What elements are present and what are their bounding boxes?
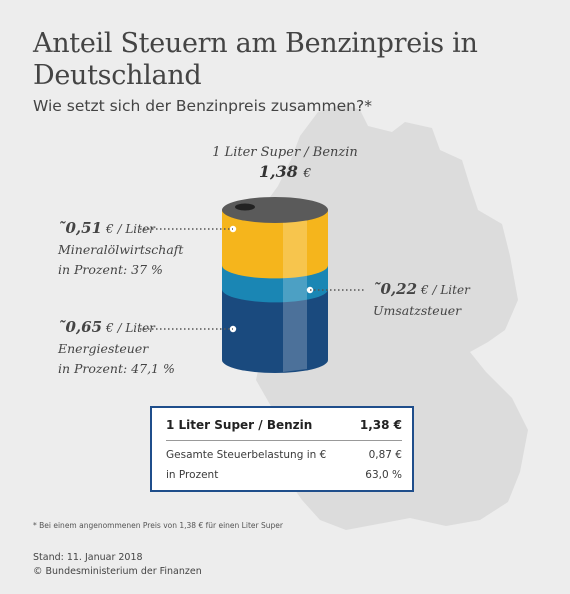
energie-name: Energiesteuer [58,341,149,356]
bar-segment-mineralölwirtschaft [222,210,328,279]
summary-row-label: in Prozent [166,469,219,481]
page-title: Anteil Steuern am Benzinpreis in Deutsch… [33,28,478,91]
mineral-value: ˜0,51 [58,219,103,237]
energie-percent: in Prozent: 47,1 % [58,361,175,376]
barrel-total-unit: € [303,166,312,180]
energie-value: ˜0,65 [58,318,103,336]
mineral-name: Mineralölwirtschaft [58,242,184,257]
summary-row: Gesamte Steuerbelastung in € 0,87 € [166,449,402,461]
barrel-label: 1 Liter Super / Benzin [212,145,358,160]
summary-header-value: 1,38 € [359,418,402,432]
page-subtitle: Wie setzt sich der Benzinpreis zusammen?… [33,97,372,115]
bar-segment-energiesteuer [222,289,328,373]
summary-row-label: Gesamte Steuerbelastung in € [166,449,327,461]
mineral-percent: in Prozent: 37 % [58,262,163,277]
mineral-unit: € / Liter [106,222,155,236]
umsatz-value: ˜0,22 [373,280,418,298]
copyright: © Bundesministerium der Finanzen [33,566,202,577]
barrel-highlight [283,219,307,372]
summary-row-value: 0,87 € [368,449,402,461]
energie-unit: € / Liter [106,321,155,335]
summary-header-label: 1 Liter Super / Benzin [166,418,313,432]
barrel-lid [222,197,328,223]
summary-header: 1 Liter Super / Benzin 1,38 € [166,418,402,432]
summary-row-value: 63,0 % [365,469,402,481]
barrel-cap-icon [235,203,255,211]
label-umsatz: ˜0,22 € / Liter [373,280,470,298]
source-info: Stand: 11. Januar 2018 © Bundesministeri… [33,551,202,579]
barrel-total-value: 1,38 [258,162,298,181]
barrel-total: 1,38 € [0,162,570,181]
summary-row: in Prozent 63,0 % [166,469,402,481]
summary-box: 1 Liter Super / Benzin 1,38 € Gesamte St… [150,406,414,492]
label-mineral: ˜0,51 € / Liter [58,219,155,237]
umsatz-name: Umsatzsteuer [373,303,462,318]
label-energie: ˜0,65 € / Liter [58,318,155,336]
stand-date: Stand: 11. Januar 2018 [33,552,143,563]
summary-divider [166,440,402,441]
footnote: * Bei einem angenommenen Preis von 1,38 … [33,521,283,530]
umsatz-unit: € / Liter [421,283,470,297]
